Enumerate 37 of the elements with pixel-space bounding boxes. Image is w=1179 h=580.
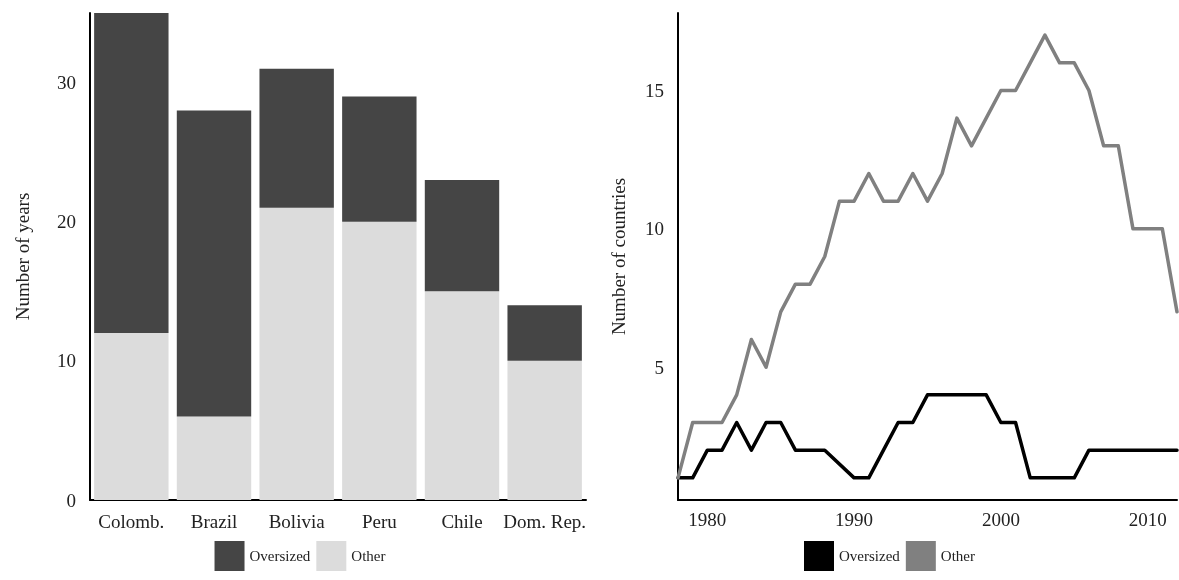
bar: [176, 416, 252, 500]
y-tick-label: 30: [57, 72, 76, 94]
x-tick-label: Dom. Rep.: [503, 511, 587, 532]
y-tick-label: 0: [66, 489, 76, 511]
bar: [342, 221, 417, 500]
x-tick-label: 1990: [835, 509, 874, 530]
x-tick-label: Brazil: [190, 511, 238, 532]
x-tick-label: Colomb.: [98, 511, 165, 532]
legend-label: Other: [940, 548, 975, 564]
legend-label: Other: [351, 548, 386, 564]
bar: [259, 68, 334, 208]
y-tick-label: 10: [57, 350, 76, 372]
x-tick-label: Bolivia: [268, 511, 326, 532]
x-tick-label: Peru: [361, 511, 398, 532]
bar: [424, 179, 500, 292]
y-axis-title: Number of years: [12, 192, 33, 321]
x-tick-label: 2000: [981, 509, 1020, 530]
x-tick-label: 2010: [1128, 509, 1167, 530]
x-tick-label: Chile: [441, 511, 483, 532]
bar: [176, 110, 252, 417]
y-tick-label: 10: [645, 218, 664, 240]
bar: [259, 207, 334, 500]
x-tick-label: 1980: [688, 509, 727, 530]
bar: [507, 305, 582, 361]
bar: [94, 13, 169, 334]
bar: [342, 96, 417, 222]
line-series: [676, 393, 1179, 480]
y-tick-label: 15: [645, 79, 664, 101]
legend-label: Oversized: [839, 548, 901, 564]
bar: [424, 291, 500, 500]
bar: [507, 360, 582, 500]
line-series: [676, 33, 1179, 480]
y-tick-label: 20: [57, 211, 76, 233]
bar: [94, 333, 169, 500]
legend-label: Oversized: [249, 548, 311, 564]
y-tick-label: 5: [654, 356, 664, 378]
y-axis-title: Number of countries: [608, 177, 629, 336]
